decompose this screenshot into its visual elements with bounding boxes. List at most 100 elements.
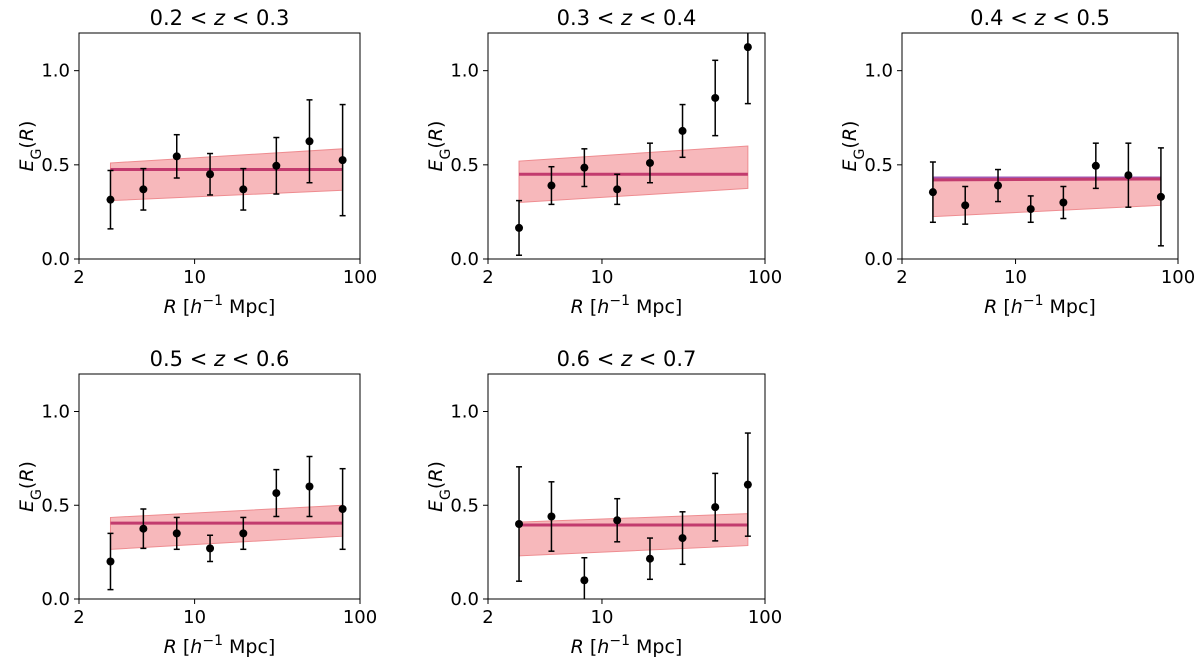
subplot-1-point-5 [239,185,248,194]
subplot-2-point-5 [645,158,654,167]
subplot-1-ytick-label-3: 1.0 [41,61,70,82]
subplot-4-ytick-label-1: 0.0 [41,589,70,610]
subplot-4-xlabel-part-3: −1 [202,633,223,649]
subplot-4-point-8 [338,505,347,513]
subplot-1-xlabel-part-0: R [164,296,177,318]
subplot-4-point-6 [272,489,281,498]
subplot-1-point-6 [272,161,281,170]
subplot-2-xtick-label-2: 10 [591,267,614,288]
subplot-1-point-2 [139,185,148,194]
subplot-5-xtick-label-3: 100 [748,607,782,628]
subplot-2-point-7 [711,93,720,102]
subplot-5-title-part-1: z [614,347,638,371]
subplot-4-point-1 [106,557,115,566]
subplot-1-plot-area [106,99,347,230]
subplot-5-point-7 [711,503,720,512]
subplot-4-ytick-label-3: 1.0 [41,402,70,423]
subplot-5-xlabel-part-4: Mpc] [630,636,682,658]
subplot-1-confidence-band [109,148,344,202]
subplot-5-ylabel-part-4: ) [425,461,447,468]
subplot-2-xtick-label-3: 100 [748,267,782,288]
subplot-2-title: 0.3 < z < 0.4 [557,6,697,30]
subplot-1-ylabel-part-3: R [16,128,38,141]
subplot-3-title-part-1: z [1028,6,1052,30]
subplot-3-ylabel-part-3: R [839,128,861,141]
subplot-1-title-part-0: 0.2 < [150,6,208,30]
subplot-3-title-part-2: < 0.5 [1052,6,1110,30]
subplot-4-point-2 [139,524,148,533]
subplot-2-ytick-label-1: 0.0 [450,249,479,270]
subplot-4-xlabel-part-0: R [164,636,177,658]
subplot-5-ylabel-part-2: ( [425,482,447,489]
subplot-3-plot-area [928,142,1165,247]
subplot-3-xlabel-part-0: R [984,296,997,318]
subplot-1-xlabel: R [h−1 Mpc] [164,293,276,318]
subplot-1-xtick-label-2: 10 [183,267,206,288]
subplot-3-xtick-label-2: 10 [1004,267,1027,288]
subplot-4-title: 0.5 < z < 0.6 [150,347,290,371]
subplot-5: 2 10 100 0.0 0.5 1.0 0.6 < z < 0.7 R [h−1 Mpc] E… [425,347,782,658]
subplot-2-frame [487,32,766,260]
subplot-3-ylabel-part-4: ) [839,121,861,128]
subplot-3-ytick-label-1: 0.0 [864,249,893,270]
subplot-3-xlabel-part-1: [ [997,296,1010,318]
subplot-3-ytick-label-3: 1.0 [864,61,893,82]
subplot-3-title: 0.4 < z < 0.5 [970,6,1110,30]
subplot-5-point-1 [515,520,524,528]
subplot-4-ylabel-part-1: G [29,489,45,500]
subplot-5-point-2 [547,512,556,521]
subplot-2-xlabel-part-4: Mpc] [630,296,682,318]
subplot-5-point-8 [743,480,752,489]
subplot-4-xlabel: R [h−1 Mpc] [164,633,276,658]
subplot-2: 2 10 100 0.0 0.5 1.0 0.3 < z < 0.4 R [h−1 Mpc] E… [425,6,782,318]
subplot-2-point-4 [613,185,622,194]
subplot-4-frame [78,373,361,600]
subplot-3-confidence-band [932,176,1162,218]
subplot-4-ylabel-part-0: E [16,500,38,512]
subplot-5-title-part-2: < 0.7 [639,347,697,371]
subplot-5-ylabel: EG(R) [425,461,454,512]
subplot-3-ylabel-part-1: G [852,149,868,160]
subplot-1-xtick-label-1: 2 [73,267,84,288]
subplot-5-xlabel-part-0: R [571,636,584,658]
subplot-1-ylabel-part-0: E [16,159,38,171]
subplot-3-point-4 [1026,205,1035,214]
subplot-2-xlabel: R [h−1 Mpc] [571,293,683,318]
subplot-5-point-6 [678,534,687,543]
subplot-5-xlabel-part-3: −1 [609,633,630,649]
subplot-3-fit-line [932,177,1161,182]
subplot-2-point-1 [515,223,524,232]
subplot-3-point-3 [994,181,1003,190]
subplot-1-xlabel-part-4: Mpc] [223,296,275,318]
subplot-2-xlabel-part-1: [ [584,296,597,318]
subplot-5-title-part-0: 0.6 < [557,347,615,371]
subplot-5-xtick-label-2: 10 [591,607,614,628]
subplot-1-xtick-label-3: 100 [343,267,377,288]
subplot-3-ytick-label-2: 0.5 [864,155,893,176]
subplot-3-title-part-0: 0.4 < [970,6,1028,30]
subplot-1-ylabel-part-1: G [29,149,45,160]
subplot-4-ylabel-part-2: ( [16,482,38,489]
subplot-5-ylabel-part-0: E [425,500,447,512]
subplot-5-title: 0.6 < z < 0.7 [557,347,697,371]
subplot-4-ylabel-part-4: ) [16,461,38,468]
subplot-2-point-6 [678,126,687,135]
subplot-1-point-4 [206,170,215,179]
subplot-3-xlabel-part-4: Mpc] [1043,296,1095,318]
subplot-1-point-3 [172,152,181,161]
subplot-2-point-2 [547,181,556,190]
subplot-3-xlabel-part-3: −1 [1023,293,1044,309]
subplot-2-point-8 [743,43,752,52]
subplot-4-title-part-2: < 0.6 [232,347,290,371]
subplot-5-plot-area [515,432,752,599]
subplot-1-ytick-label-1: 0.0 [41,249,70,270]
subplot-4: 2 10 100 0.0 0.5 1.0 0.5 < z < 0.6 R [h−1 Mpc] E… [16,347,377,658]
subplot-3-point-8 [1156,192,1165,201]
subplot-2-ylabel-part-2: ( [425,141,447,148]
subplot-4-xtick-label-1: 2 [73,607,84,628]
subplot-4-xtick-label-3: 100 [343,607,377,628]
subplot-3-point-2 [961,201,970,210]
subplot-1-title-part-1: z [207,6,231,30]
subplot-5-ytick-label-3: 1.0 [450,402,479,423]
